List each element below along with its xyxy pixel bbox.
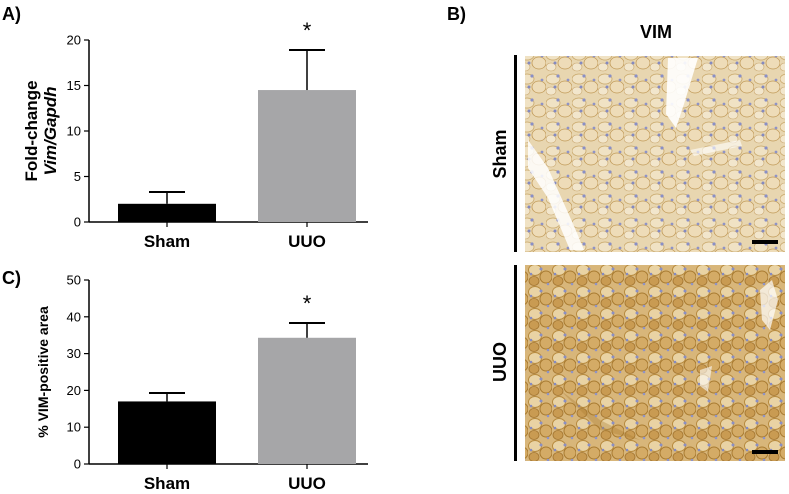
chart-c: % VIM-positive area 0 10 20 30 40 50 Sham UUO * bbox=[35, 273, 368, 493]
chart-a-bar-sham bbox=[118, 203, 216, 222]
panel-label-b: B) bbox=[447, 4, 466, 24]
chart-c-ytick-label: 10 bbox=[67, 420, 81, 435]
chart-a: Fold-change Vim/Gapdh 0 5 10 15 20 Sham UUO * bbox=[22, 18, 368, 251]
chart-a-ylabel-line2: Vim/Gapdh bbox=[41, 86, 60, 175]
chart-c-category-label: UUO bbox=[288, 474, 326, 493]
scale-bar-uuo bbox=[752, 450, 778, 454]
chart-c-bar-uuo bbox=[258, 337, 356, 464]
chart-c-ylabel: % VIM-positive area bbox=[35, 306, 51, 438]
chart-c-significance-marker: * bbox=[303, 291, 312, 316]
micrograph-sham bbox=[525, 56, 785, 252]
chart-a-category-label: Sham bbox=[144, 232, 190, 251]
scale-bar-sham bbox=[752, 240, 778, 244]
micrograph-uuo-row-bar bbox=[514, 265, 517, 461]
chart-a-category-label: UUO bbox=[288, 232, 326, 251]
chart-a-ytick-label: 0 bbox=[74, 215, 81, 230]
chart-c-ytick-label: 20 bbox=[67, 383, 81, 398]
micrograph-sham-row-bar bbox=[514, 55, 517, 252]
chart-c-ytick-label: 40 bbox=[67, 309, 81, 324]
chart-a-ytick-label: 15 bbox=[67, 78, 81, 93]
panel-label-a: A) bbox=[2, 4, 21, 24]
panel-label-c: C) bbox=[2, 268, 21, 288]
chart-a-ytick-label: 10 bbox=[67, 124, 81, 139]
chart-a-ytick-label: 5 bbox=[74, 169, 81, 184]
micrograph-column-title: VIM bbox=[640, 22, 672, 42]
chart-c-ytick-label: 50 bbox=[67, 273, 81, 288]
chart-a-ytick-label: 20 bbox=[67, 33, 81, 48]
micrograph-row-label-uuo: UUO bbox=[490, 342, 510, 382]
chart-c-ytick-label: 30 bbox=[67, 346, 81, 361]
micrograph-uuo bbox=[525, 265, 785, 461]
chart-a-ylabel-line1: Fold-change bbox=[22, 80, 41, 181]
chart-c-ytick-label: 0 bbox=[74, 457, 81, 472]
chart-a-significance-marker: * bbox=[303, 18, 312, 43]
chart-a-bar-uuo bbox=[258, 90, 356, 222]
chart-c-bar-sham bbox=[118, 401, 216, 464]
micrograph-panel: VIM Sham bbox=[490, 22, 785, 461]
micrograph-row-label-sham: Sham bbox=[490, 129, 510, 178]
chart-c-category-label: Sham bbox=[144, 474, 190, 493]
